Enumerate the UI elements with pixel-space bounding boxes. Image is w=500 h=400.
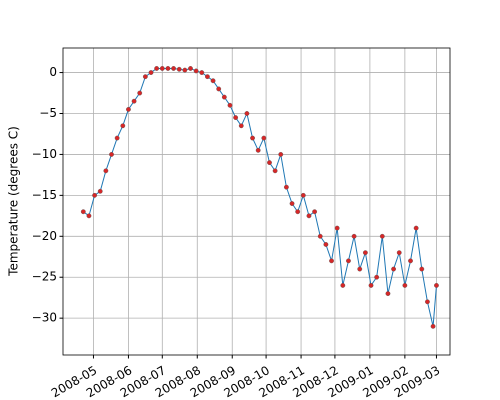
- point: [300, 192, 306, 198]
- point: [396, 250, 402, 256]
- point: [379, 233, 385, 239]
- point: [434, 283, 439, 288]
- point: [126, 107, 131, 112]
- point: [142, 74, 148, 80]
- y-tick-label: −15: [32, 188, 57, 202]
- point: [137, 90, 143, 96]
- point: [210, 78, 216, 84]
- point: [329, 258, 334, 264]
- y-tick-label: −5: [39, 106, 57, 120]
- point: [317, 233, 323, 239]
- point: [261, 135, 267, 141]
- point: [357, 266, 363, 272]
- point: [430, 323, 436, 329]
- point: [391, 266, 396, 272]
- point: [312, 209, 318, 215]
- y-tick-label: −20: [32, 229, 57, 243]
- point: [346, 258, 351, 264]
- point: [199, 70, 205, 75]
- point: [306, 213, 312, 219]
- point: [182, 67, 188, 73]
- point: [255, 147, 261, 153]
- point: [413, 225, 419, 231]
- point: [176, 66, 182, 72]
- point: [362, 250, 368, 256]
- y-tick-label: −10: [32, 147, 57, 161]
- point: [154, 66, 160, 71]
- point: [159, 66, 165, 71]
- point: [267, 160, 272, 166]
- point: [289, 201, 295, 206]
- point: [165, 66, 171, 71]
- point: [334, 225, 340, 231]
- point: [131, 98, 137, 104]
- point: [368, 283, 374, 288]
- point: [385, 291, 391, 296]
- point: [283, 184, 289, 190]
- point: [92, 192, 97, 198]
- point: [238, 123, 244, 129]
- y-axis-label: Temperature (degrees C): [7, 126, 21, 277]
- point: [374, 274, 380, 280]
- point: [340, 283, 346, 288]
- point: [402, 283, 408, 288]
- point: [171, 66, 176, 71]
- y-tick-label: −25: [32, 270, 57, 284]
- plot-frame: [62, 47, 451, 356]
- point: [205, 74, 210, 80]
- point: [244, 111, 250, 116]
- point: [103, 168, 109, 174]
- point: [114, 135, 120, 141]
- point: [419, 266, 425, 272]
- y-tick-label: −30: [32, 311, 57, 325]
- point: [227, 102, 233, 108]
- point: [233, 115, 239, 120]
- point: [120, 123, 126, 129]
- point: [250, 135, 255, 141]
- line: [83, 67, 437, 327]
- point: [193, 68, 199, 74]
- point: [97, 188, 103, 194]
- point: [80, 209, 86, 215]
- y-tick-label: 0: [49, 65, 57, 79]
- point: [295, 209, 301, 215]
- point: [278, 152, 284, 157]
- point: [109, 152, 114, 157]
- point: [221, 94, 227, 100]
- point: [351, 233, 357, 239]
- point: [323, 242, 329, 247]
- point: [425, 299, 430, 305]
- point: [148, 70, 154, 75]
- point: [408, 258, 413, 264]
- point: [272, 168, 278, 174]
- point: [86, 213, 92, 219]
- point: [216, 86, 222, 92]
- point: [188, 66, 193, 71]
